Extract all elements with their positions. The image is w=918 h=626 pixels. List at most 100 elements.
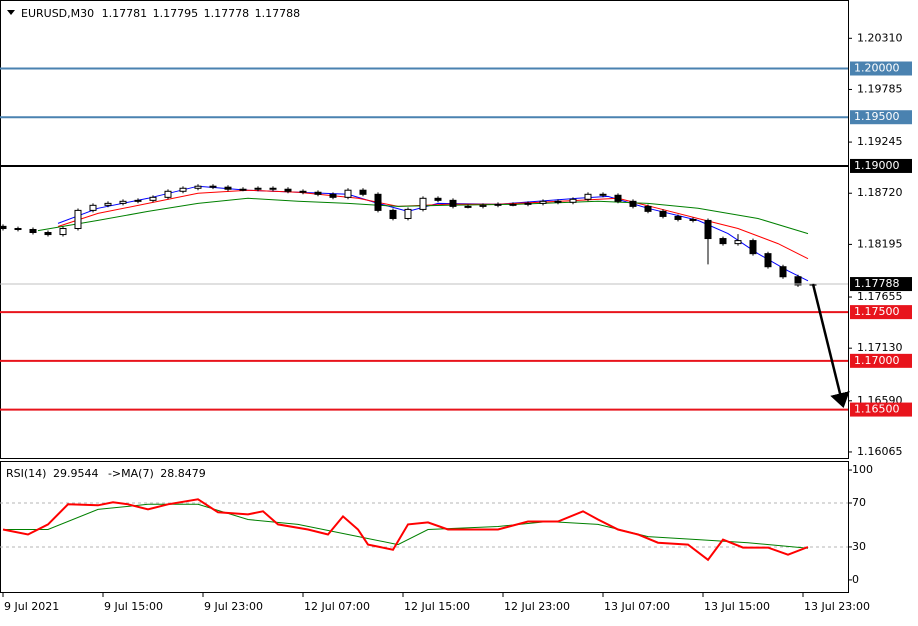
candle-body [344, 189, 352, 198]
candle-body [674, 215, 682, 220]
candle-body [194, 185, 202, 189]
y-tick-label: 100 [852, 463, 873, 476]
y-tick-label: 0 [852, 573, 859, 586]
candle-body [599, 193, 607, 196]
candle-body [569, 198, 577, 203]
candle-body [74, 209, 82, 230]
candle-body [29, 228, 37, 234]
price-level-tag [850, 402, 912, 417]
quote-low: 1.17778 [204, 7, 250, 20]
candle-body [179, 187, 187, 192]
candle-body [689, 218, 697, 221]
price-level-tag [850, 110, 912, 125]
candle-body [389, 209, 397, 219]
x-tick-label: 9 Jul 15:00 [104, 600, 163, 613]
candle-body [524, 202, 532, 205]
y-tick-label: 1.17655 [857, 290, 903, 303]
forecast-arrow [811, 283, 850, 408]
candle-body [404, 208, 412, 219]
price-level-label: 1.19000 [854, 159, 900, 172]
x-tick-label: 13 Jul 15:00 [704, 600, 770, 613]
candle-body [644, 205, 652, 212]
price-level-tag [850, 305, 912, 320]
quote-open: 1.17781 [102, 7, 148, 20]
candle-body [704, 219, 712, 240]
candle-body [149, 196, 157, 201]
symbol: EURUSD,M30 [21, 7, 94, 20]
symbol-menu-icon[interactable] [7, 10, 15, 15]
candle-body [479, 204, 487, 207]
rsi-frame [0, 461, 849, 593]
candle-body [449, 199, 457, 207]
candle-body [44, 232, 52, 236]
price-level-tag [850, 61, 912, 76]
rsi-value: 29.9544 [53, 467, 99, 480]
y-tick-label: 1.17130 [857, 341, 903, 354]
quote-close: 1.17788 [255, 7, 301, 20]
header-bg [3, 4, 413, 22]
candle-body [89, 204, 97, 211]
candle-body [794, 276, 802, 286]
y-tick-label: 1.19785 [857, 82, 903, 95]
y-tick-label: 1.18195 [857, 237, 903, 250]
y-tick-label: 1.19245 [857, 135, 903, 148]
rsi-ma-title: ->MA(7) [108, 467, 154, 480]
x-tick-label: 12 Jul 23:00 [504, 600, 570, 613]
candle-body [434, 197, 442, 201]
candle-body [554, 200, 562, 203]
current-price-tag [850, 277, 912, 292]
candle-body [359, 189, 367, 195]
x-tick-label: 9 Jul 2021 [4, 600, 59, 613]
candle-body [539, 200, 547, 204]
candle-body [764, 253, 772, 268]
candle-body [419, 197, 427, 210]
candle-body [104, 202, 112, 206]
moving-average [37, 197, 809, 235]
y-tick-label: 1.20310 [857, 31, 903, 44]
candle-body [299, 190, 307, 193]
candle-body [59, 228, 67, 236]
x-tick-label: 13 Jul 23:00 [804, 600, 870, 613]
rsi-ma-value: 28.8479 [160, 467, 206, 480]
main-panel [0, 67, 850, 411]
candle-body [464, 205, 472, 208]
y-tick-label: 1.18720 [857, 186, 903, 199]
price-level-tag [850, 158, 912, 173]
y-tick-label: 30 [852, 540, 866, 553]
candle-body [269, 187, 277, 190]
candle-body [14, 228, 22, 231]
price-level-label: 1.17000 [854, 354, 900, 367]
candle-body [584, 193, 592, 200]
candle-body [284, 188, 292, 192]
candle-body [134, 199, 142, 202]
rsi-header: RSI(14) 29.9544 ->MA(7) 28.8479 [6, 467, 206, 480]
x-tick-label: 13 Jul 07:00 [604, 600, 670, 613]
candle-body [614, 194, 622, 202]
candle-body [314, 191, 322, 195]
quote-high: 1.17795 [153, 7, 199, 20]
candle-body [329, 193, 337, 198]
candle-body [509, 203, 517, 206]
x-tick-label: 12 Jul 07:00 [304, 600, 370, 613]
price-level-label: 1.20000 [854, 62, 900, 75]
candle-body [719, 238, 727, 245]
candle-body [224, 186, 232, 190]
price-level-label: 1.19500 [854, 110, 900, 123]
candle-body [209, 185, 217, 188]
price-level-label: 1.17500 [854, 305, 900, 318]
indicator-line [2, 498, 809, 562]
price-level-label: 1.16500 [854, 403, 900, 416]
x-tick-label: 12 Jul 15:00 [404, 600, 470, 613]
candle-body [749, 240, 757, 255]
y-tick-label: 1.16065 [857, 445, 903, 458]
price-level-tag [850, 353, 912, 368]
rsi-panel [0, 498, 848, 562]
rsi-title: RSI(14) [6, 467, 46, 480]
main-frame [0, 0, 849, 459]
current-price-label: 1.17788 [854, 277, 900, 290]
candle-body [239, 188, 247, 191]
header: EURUSD,M30 1.17781 1.17795 1.17778 1.177… [21, 7, 300, 20]
candle-body [779, 266, 787, 278]
